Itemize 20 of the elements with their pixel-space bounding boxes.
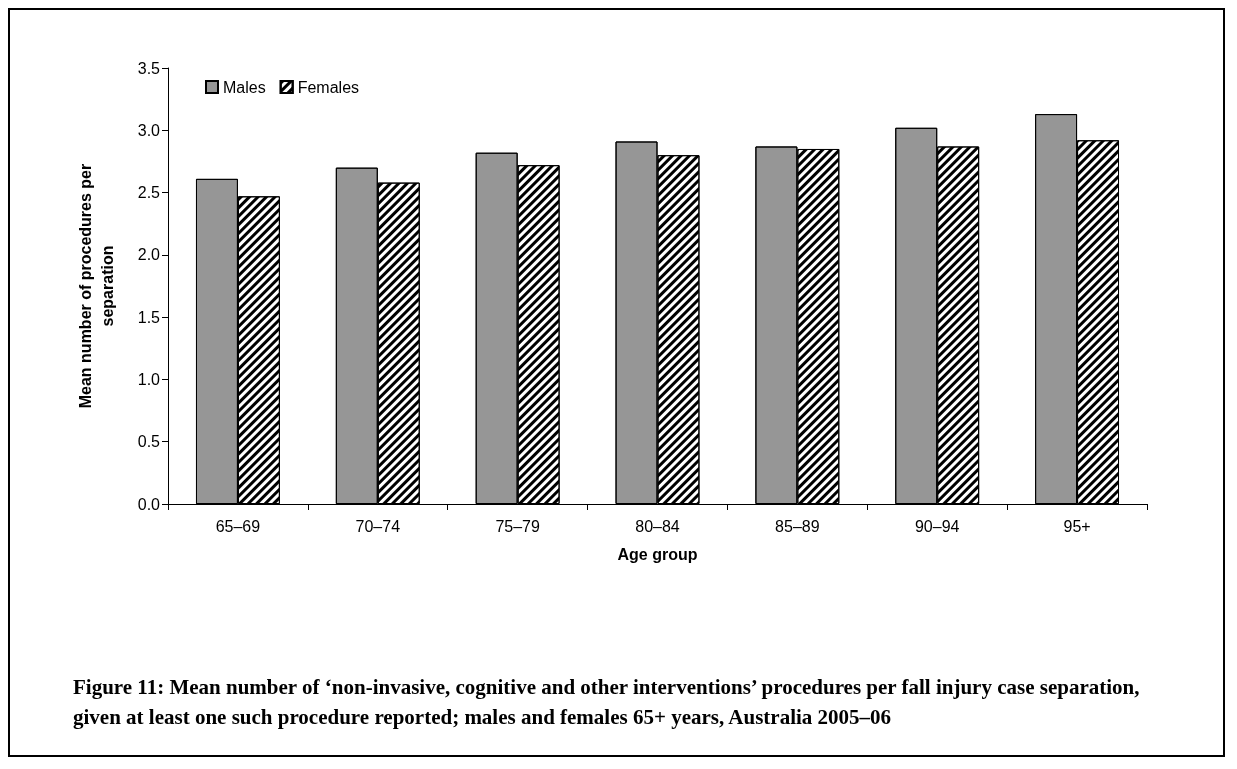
y-tick-label: 1.5	[137, 308, 161, 326]
y-axis-title: Mean number of procedures per separation	[76, 163, 116, 409]
legend-label: Males	[223, 78, 266, 96]
x-tick-label: 65–69	[215, 517, 261, 535]
y-tick-label: 3.0	[137, 121, 161, 139]
x-tick-label: 95+	[1063, 517, 1091, 535]
x-tick-label: 90–94	[914, 517, 960, 535]
x-axis-title: Age group	[617, 545, 698, 563]
x-tick-label: 70–74	[355, 517, 401, 535]
y-tick-label: 0.5	[137, 433, 161, 451]
x-tick-label: 75–79	[495, 517, 540, 535]
y-tick-label: 1.0	[137, 370, 161, 388]
y-tick-label: 2.5	[137, 184, 161, 202]
y-tick-label: 2.0	[137, 246, 161, 264]
legend-label: Females	[297, 78, 360, 96]
text: Figure 11: Mean number of ‘non-invasive, cognitive and other interventions’ procedures per fall injury case separation, given at least one such procedure reported; males and females 65+ years, Australia 2005–06	[73, 675, 1145, 729]
x-tick-label: 80–84	[635, 517, 680, 535]
y-tick-label: 0.0	[137, 495, 161, 513]
x-tick-label: 85–89	[775, 517, 820, 535]
y-tick-label: 3.5	[137, 59, 161, 77]
